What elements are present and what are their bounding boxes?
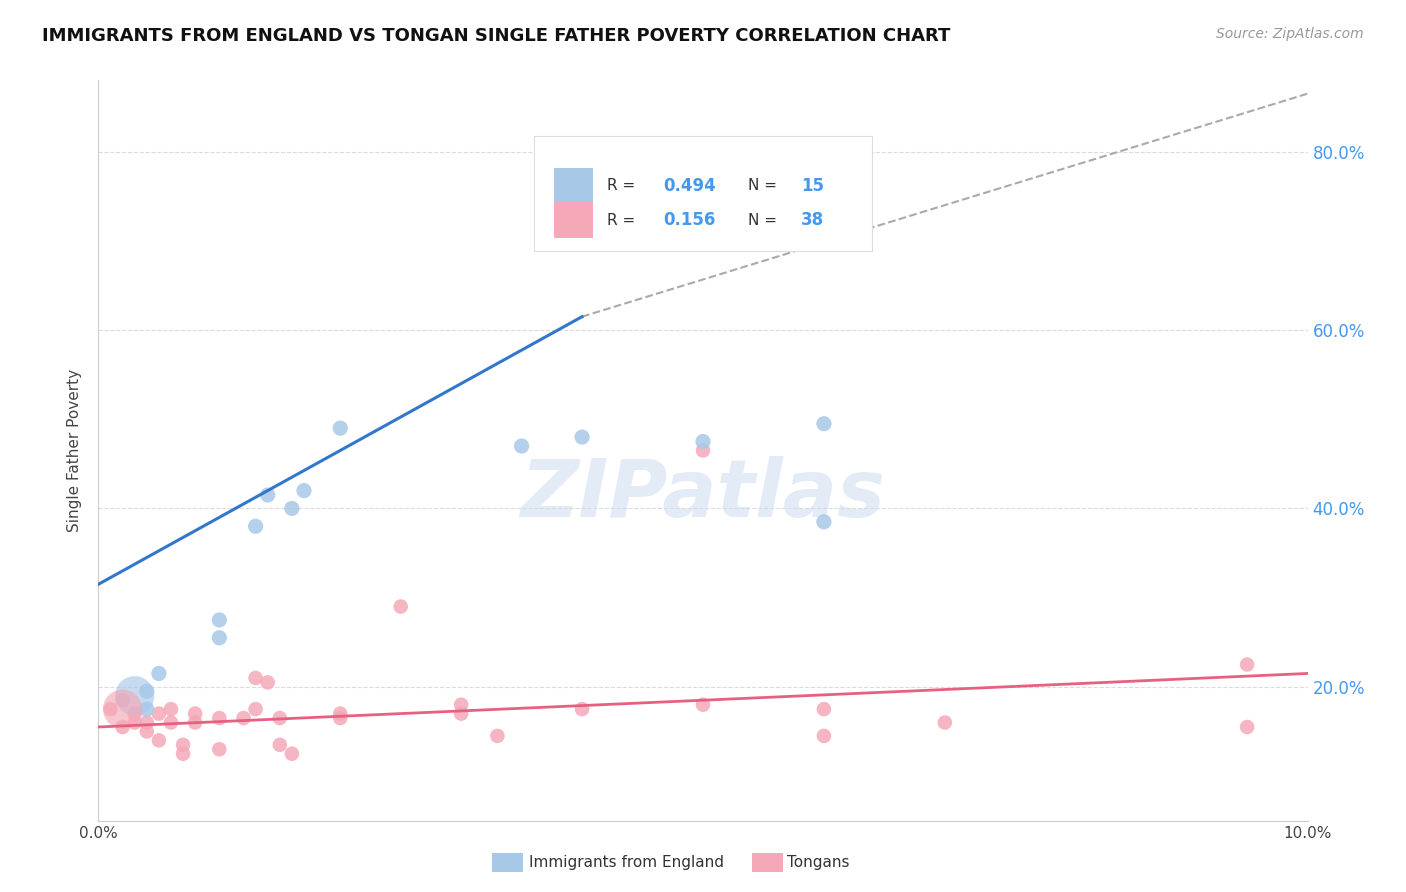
Point [160,702,183,716]
Point [256,675,278,690]
Point [934,715,956,730]
Text: R =: R = [607,212,641,227]
Point [148,666,170,681]
Text: IMMIGRANTS FROM ENGLAND VS TONGAN SINGLE FATHER POVERTY CORRELATION CHART: IMMIGRANTS FROM ENGLAND VS TONGAN SINGLE… [42,27,950,45]
Point [450,698,472,712]
Text: N =: N = [748,178,782,194]
Point [813,702,835,716]
Point [111,693,134,707]
Point [389,599,412,614]
Point [329,706,352,721]
Text: 38: 38 [801,211,824,229]
Text: 0.494: 0.494 [664,177,716,194]
Point [172,738,194,752]
Point [692,443,714,458]
Point [160,715,183,730]
Bar [554,168,593,203]
Point [124,706,146,721]
Point [813,515,835,529]
Text: R =: R = [607,178,641,194]
Point [135,684,157,698]
Point [281,747,304,761]
Point [571,702,593,716]
Point [692,434,714,449]
Point [281,501,304,516]
Point [245,519,267,533]
Text: Tongans: Tongans [787,855,849,870]
Point [148,733,170,747]
Point [232,711,254,725]
Point [111,720,134,734]
Point [571,430,593,444]
Point [269,711,291,725]
Point [1236,657,1258,672]
Point [124,689,146,703]
Point [172,747,194,761]
Text: Source: ZipAtlas.com: Source: ZipAtlas.com [1216,27,1364,41]
Point [486,729,509,743]
Point [692,698,714,712]
Text: Immigrants from England: Immigrants from England [529,855,724,870]
Point [256,488,278,502]
Point [245,702,267,716]
Point [329,711,352,725]
FancyBboxPatch shape [534,136,872,251]
Y-axis label: Single Father Poverty: Single Father Poverty [67,369,83,532]
Point [184,715,207,730]
Point [208,711,231,725]
Point [100,702,122,716]
Point [1236,720,1258,734]
Text: N =: N = [748,212,782,227]
Point [245,671,267,685]
Bar [554,202,593,238]
Point [208,631,231,645]
Point [184,706,207,721]
Point [813,729,835,743]
Point [208,613,231,627]
Point [124,715,146,730]
Point [111,702,134,716]
Point [135,715,157,730]
Point [329,421,352,435]
Text: 15: 15 [801,177,824,194]
Point [208,742,231,756]
Point [148,706,170,721]
Point [510,439,533,453]
Point [813,417,835,431]
Point [269,738,291,752]
Point [292,483,315,498]
Point [135,702,157,716]
Point [450,706,472,721]
Point [135,724,157,739]
Text: ZIPatlas: ZIPatlas [520,456,886,534]
Text: 0.156: 0.156 [664,211,716,229]
